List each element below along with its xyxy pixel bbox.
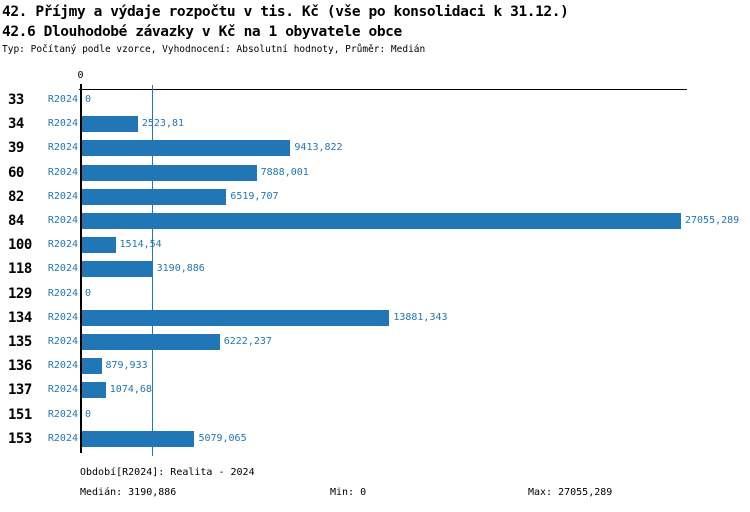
chart-row: 84 R2024 27055,289 [0,213,750,237]
axis-top-line [79,89,687,90]
row-period-label: R2024 [47,166,78,178]
row-period-label: R2024 [47,118,78,130]
value-bar [82,140,291,157]
axis-left-line [79,84,82,453]
value-bar [82,188,227,205]
value-bar [82,261,153,278]
row-period-label: R2024 [47,263,78,275]
chart-row: 118 R2024 3190,886 [0,261,750,285]
row-category-label: 39 [8,140,24,157]
footer-min-stat: Min: 0 [330,487,367,498]
chart-row: 39 R2024 9413,822 [0,140,750,164]
value-label: 9413,822 [294,142,343,154]
chart-row: 34 R2024 2523,81 [0,116,750,140]
value-label: 6222,237 [223,336,272,347]
footer-max-stat: Max: 27055,289 [528,487,613,498]
value-label: 27055,289 [685,215,740,226]
value-label: 0 [85,408,92,420]
row-period-label: R2024 [47,190,78,202]
value-label: 3190,886 [156,263,205,275]
value-bar [82,382,106,399]
value-label: 879,933 [105,360,148,372]
value-bar [82,309,390,326]
value-label: 2523,81 [141,118,185,130]
chart-row: 82 R2024 6519,707 [0,188,750,213]
chart-row: 60 R2024 7888,001 [0,164,750,189]
row-category-label: 151 [8,406,32,423]
chart-title-line1: 42. Příjmy a výdaje rozpočtu v tis. Kč (… [2,4,569,20]
row-period-label: R2024 [47,142,78,154]
row-category-label: 134 [8,309,32,326]
value-bar [82,164,257,181]
row-period-label: R2024 [47,336,78,347]
value-label: 1074,68 [109,384,152,396]
value-label: 1514,54 [119,239,162,251]
row-period-label: R2024 [47,432,78,444]
row-period-label: R2024 [47,287,78,299]
value-bar [82,358,102,375]
row-category-label: 84 [8,213,24,229]
axis-zero-tick-label: 0 [77,70,84,81]
chart-row: 153 R2024 5079,065 [0,430,750,455]
row-period-label: R2024 [47,408,78,420]
row-category-label: 60 [8,164,24,181]
footer-period-label: Období[R2024]: Realita - 2024 [80,467,255,478]
value-label: 0 [85,94,92,105]
row-category-label: 34 [8,116,24,133]
row-category-label: 118 [8,261,32,278]
chart-row: 136 R2024 879,933 [0,358,750,382]
value-bar [82,430,195,447]
row-period-label: R2024 [47,311,78,323]
chart-meta-line: Typ: Počítaný podle vzorce, Vyhodnocení:… [2,44,426,55]
chart-row: 151 R2024 0 [0,407,750,431]
row-category-label: 129 [8,285,32,302]
value-bar [82,334,220,350]
row-category-label: 100 [8,237,32,254]
value-bar [82,237,116,254]
row-period-label: R2024 [47,384,78,396]
chart-row: 33 R2024 0 [0,92,750,116]
chart-row: 137 R2024 1074,68 [0,382,750,406]
footer-median-stat: Medián: 3190,886 [80,487,177,498]
chart-row: 134 R2024 13881,343 [0,309,750,334]
row-category-label: 153 [8,430,32,447]
chart-row: 100 R2024 1514,54 [0,237,750,261]
chart-row: 129 R2024 0 [0,286,750,310]
value-label: 5079,065 [198,432,247,444]
value-label: 13881,343 [393,311,448,323]
chart-row: 135 R2024 6222,237 [0,334,750,358]
row-category-label: 82 [8,188,24,205]
row-period-label: R2024 [47,360,78,372]
value-label: 6519,707 [230,190,279,202]
row-category-label: 33 [8,92,24,108]
value-label: 0 [85,287,92,299]
value-label: 7888,001 [260,166,309,178]
chart-title-line2: 42.6 Dlouhodobé závazky v Kč na 1 obyvat… [2,24,402,40]
row-period-label: R2024 [47,215,78,226]
value-bar [82,213,681,229]
row-category-label: 136 [8,358,32,375]
row-period-label: R2024 [47,94,78,105]
row-category-label: 137 [8,382,32,399]
value-bar [82,116,138,133]
row-period-label: R2024 [47,239,78,251]
row-category-label: 135 [8,334,32,350]
